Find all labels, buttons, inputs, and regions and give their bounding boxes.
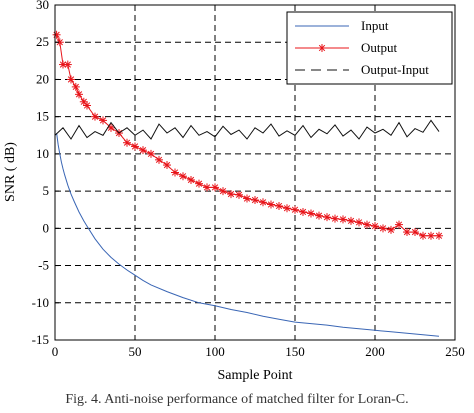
data-point-output [123,138,131,147]
data-point-output [203,183,211,192]
y-axis-label: SNR ( dB) [3,142,18,202]
data-point-output [79,97,88,106]
data-point-output [419,231,427,240]
data-point-output [155,155,163,164]
data-point-output [427,231,435,240]
data-point-output [219,187,227,196]
data-point-output [195,179,203,188]
x-tick-label: 200 [365,344,385,359]
data-point-output [331,214,339,223]
x-axis-label: Sample Point [217,368,292,383]
data-point-output [347,216,355,225]
data-point-output [139,146,147,155]
data-point-output [235,190,243,199]
data-point-output [243,194,251,203]
legend: Input Output Output-Input [286,11,453,85]
data-point-output [179,172,187,181]
series-input [56,132,440,337]
series-output-input [54,119,440,140]
data-point-output [435,231,443,240]
x-tick-label: 250 [445,344,465,359]
figure-caption: Fig. 4. Anti-noise performance of matche… [65,392,409,407]
y-tick-label: 15 [36,109,49,124]
data-point-output [83,101,91,110]
data-point-output [267,200,275,209]
data-point-output [171,168,179,177]
data-point-output [299,207,307,216]
data-point-output [307,209,315,218]
y-tick-label: -15 [32,332,49,347]
y-tick-label: 30 [36,0,49,12]
data-point-output [52,30,61,39]
data-point-output [363,220,371,229]
data-point-output [131,142,139,151]
data-point-output [379,224,387,233]
data-point-output [275,202,283,210]
data-point-output [355,218,363,227]
ticks: 0 50 100 150 200 250 -15 -10 -5 0 5 10 15 20 25 30 [32,0,465,359]
data-point-output [211,183,219,192]
data-point-output [291,205,299,214]
x-tick-label: 100 [205,344,225,359]
data-point-output [339,215,347,224]
series-layer [52,30,443,337]
y-tick-label: -10 [32,295,49,310]
data-point-output [315,211,323,220]
data-point-output [259,198,267,207]
data-point-output [71,82,80,91]
data-point-output [395,220,403,229]
data-point-output [107,123,115,132]
data-point-output [91,112,99,121]
data-point-output [147,149,155,158]
data-point-output [63,60,72,69]
y-tick-label: 0 [43,220,50,235]
legend-label-input: Input [361,18,389,33]
x-tick-label: 50 [129,344,142,359]
chart: 0 50 100 150 200 250 -15 -10 -5 0 5 10 15 20 25 30 Samp… [3,0,465,383]
data-point-output [323,213,331,222]
x-tick-label: 150 [285,344,305,359]
y-tick-label: 20 [36,71,49,86]
y-tick-label: 5 [43,183,50,198]
data-point-output [283,204,291,213]
series-line-input [56,132,440,337]
data-point-output [227,190,235,199]
data-point-output [75,90,83,99]
x-tick-label: 0 [52,344,59,359]
data-point-output [387,225,395,234]
data-point-output [403,228,411,237]
y-tick-label: 25 [36,34,49,49]
data-point-output [99,116,107,125]
legend-label-output-input: Output-Input [361,62,429,77]
legend-marker-output [318,44,326,52]
data-point-output [411,228,419,237]
y-tick-label: -5 [38,258,49,273]
data-point-output [251,196,259,205]
data-point-output [67,75,75,84]
series-line-output-input [54,119,440,140]
data-point-output [163,161,171,170]
series-output [52,30,443,240]
legend-label-output: Output [361,40,398,55]
plot-frame [54,4,456,341]
data-point-output [187,175,195,184]
data-point-output [371,222,379,231]
y-tick-label: 10 [36,146,49,161]
